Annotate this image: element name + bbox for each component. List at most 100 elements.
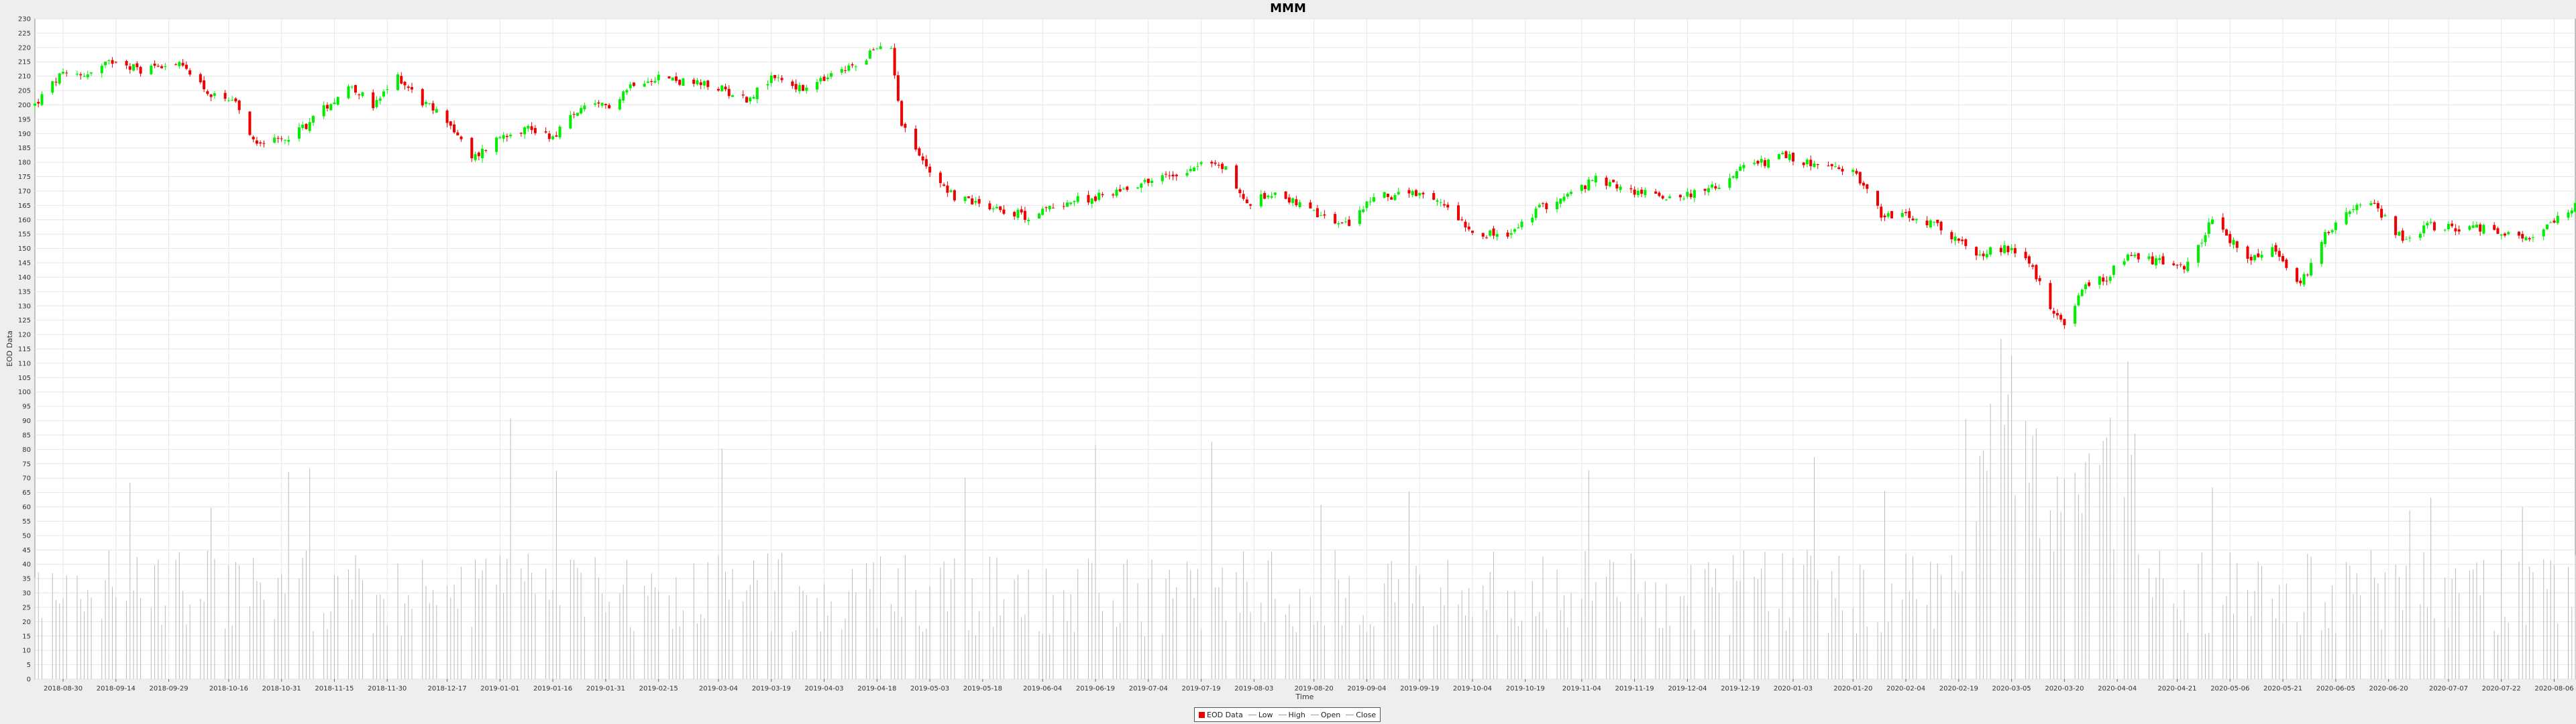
candle-body: [100, 66, 103, 74]
y-tick-label: 35: [22, 576, 31, 583]
candle-body: [1270, 196, 1273, 198]
candle-body: [164, 66, 167, 68]
candle-body: [2373, 202, 2376, 204]
candle-body: [1224, 166, 1228, 170]
candle-body: [1020, 209, 1023, 213]
y-tick-label: 160: [18, 217, 31, 224]
candle-body: [153, 63, 156, 66]
y-tick-label: 50: [22, 532, 31, 540]
candle-body: [456, 132, 460, 135]
candle-body: [943, 184, 946, 186]
candle-body: [1654, 191, 1658, 194]
candle-body: [1855, 170, 1858, 174]
candle-body: [1002, 209, 1006, 214]
x-tick-label: 2018-11-15: [315, 685, 354, 692]
candle-body: [991, 208, 995, 210]
candle-body: [1802, 162, 1805, 166]
candle-body: [2451, 223, 2454, 227]
candle-body: [1287, 197, 1291, 203]
candle-body: [1506, 232, 1509, 237]
y-tick-label: 170: [18, 188, 31, 195]
candle-body: [1570, 192, 1573, 194]
y-tick-label: 85: [22, 432, 31, 439]
candle-body: [794, 84, 798, 90]
x-tick-label: 2020-03-20: [2045, 685, 2084, 692]
candle-body: [706, 80, 710, 87]
chart-title: MMM: [1270, 1, 1306, 15]
candle-body: [1953, 237, 1957, 241]
candle-body: [921, 156, 924, 161]
y-tick-label: 55: [22, 518, 31, 526]
legend-item: High: [1278, 711, 1305, 719]
candle-body: [2296, 267, 2299, 282]
candle-body: [1442, 204, 1446, 206]
candle-body: [608, 105, 611, 109]
candle-body: [2024, 251, 2027, 259]
candle-body: [1756, 160, 1760, 164]
candle-body: [2151, 256, 2154, 265]
candle-body: [731, 95, 734, 97]
legend: EOD Data Low High Open Close: [1194, 707, 1381, 722]
candle-body: [1731, 176, 1735, 178]
x-tick-label: 2020-07-22: [2482, 685, 2521, 692]
candle-body: [2196, 245, 2200, 263]
candle-body: [1358, 210, 1361, 225]
candle-body: [1876, 190, 1880, 206]
candle-body: [1809, 160, 1813, 166]
candle-body: [1122, 188, 1126, 190]
candle-body: [2158, 258, 2161, 261]
candle-body: [1939, 221, 1943, 231]
candle-body: [206, 91, 209, 95]
candle-body: [502, 135, 505, 139]
candle-body: [2182, 265, 2186, 269]
candle-body: [1678, 194, 1682, 198]
candle-body: [2334, 222, 2337, 231]
candle-body: [2545, 224, 2548, 229]
candle-body: [2471, 225, 2475, 228]
candle-body: [1436, 200, 1439, 202]
candle-body: [1210, 162, 1214, 164]
candle-body: [2271, 247, 2274, 257]
candle-body: [1199, 162, 1203, 164]
candle-body: [1101, 194, 1104, 196]
candle-body: [600, 103, 604, 106]
y-tick-label: 195: [18, 116, 31, 123]
x-tick-label: 2019-07-04: [1129, 685, 1168, 692]
candle-body: [1866, 184, 1869, 189]
x-tick-label: 2019-03-04: [699, 685, 738, 692]
y-tick-label: 25: [22, 604, 31, 611]
candle-body: [132, 64, 136, 71]
x-tick-label: 2020-01-20: [1833, 685, 1872, 692]
x-tick-label: 2019-09-04: [1347, 685, 1386, 692]
candle-body: [2302, 274, 2306, 285]
candle-body: [2306, 274, 2309, 276]
candle-body: [79, 74, 83, 76]
candle-body: [692, 79, 696, 84]
candle-body: [136, 63, 139, 68]
candle-body: [65, 72, 68, 74]
x-tick-label: 2020-06-20: [2369, 685, 2408, 692]
candle-body: [1115, 189, 1118, 196]
candle-body: [604, 104, 607, 105]
candle-body: [2249, 257, 2253, 261]
candle-body: [2179, 264, 2182, 265]
candle-body: [1900, 213, 1904, 217]
x-tick-label: 2020-04-21: [2157, 685, 2196, 692]
candle-body: [1390, 197, 1393, 200]
candle-body: [375, 100, 378, 107]
legend-label: Low: [1258, 710, 1273, 719]
candle-body: [1090, 198, 1093, 204]
x-tick-label: 2019-02-15: [639, 685, 678, 692]
x-tick-label: 2019-09-19: [1400, 685, 1439, 692]
candle-body: [1291, 198, 1295, 203]
candle-body: [2567, 212, 2570, 218]
candle-body: [470, 137, 474, 159]
candle-body: [1235, 165, 1238, 189]
candle-body: [1961, 239, 1964, 241]
candle-body: [1414, 190, 1417, 196]
candle-body: [1284, 191, 1287, 199]
candle-body: [425, 102, 428, 105]
candle-body: [400, 76, 403, 84]
candle-body: [2376, 202, 2379, 208]
candle-body: [2517, 231, 2520, 236]
